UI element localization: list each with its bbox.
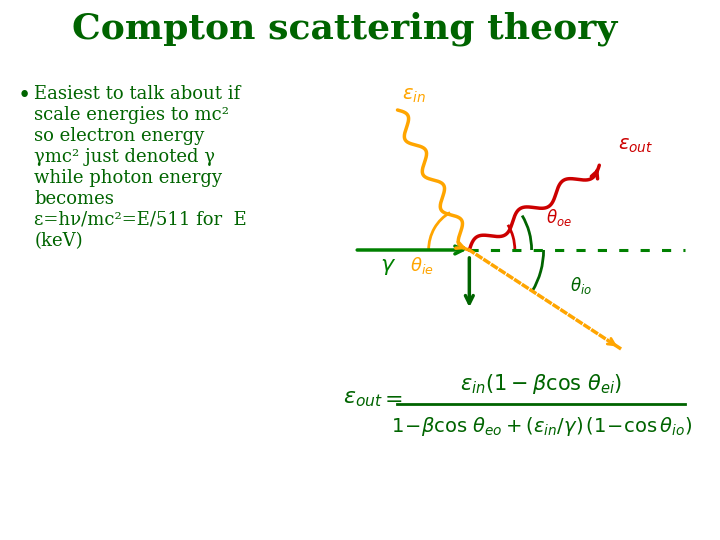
Text: so electron energy: so electron energy (35, 127, 204, 145)
Text: $=$: $=$ (380, 387, 403, 409)
Text: •: • (17, 85, 30, 107)
Text: γmc² just denoted γ: γmc² just denoted γ (35, 148, 215, 166)
Text: $\varepsilon_{out}$: $\varepsilon_{out}$ (343, 387, 383, 409)
Text: Compton scattering theory: Compton scattering theory (72, 12, 618, 46)
Text: $1\!-\!\beta\cos\,\theta_{eo}+(\varepsilon_{in}/\gamma)\,(1\!-\!\cos\theta_{io}): $1\!-\!\beta\cos\,\theta_{eo}+(\varepsil… (391, 415, 692, 437)
Text: $\varepsilon_{in}$: $\varepsilon_{in}$ (402, 87, 426, 105)
Text: $\varepsilon_{in}(1 - \beta\cos\,\theta_{ei})$: $\varepsilon_{in}(1 - \beta\cos\,\theta_… (460, 372, 622, 396)
Text: Easiest to talk about if: Easiest to talk about if (35, 85, 240, 103)
Text: $\theta_{io}$: $\theta_{io}$ (570, 274, 592, 295)
Text: $\theta_{ie}$: $\theta_{ie}$ (410, 254, 433, 275)
Text: (keV): (keV) (35, 232, 83, 250)
Text: $\gamma$: $\gamma$ (380, 255, 396, 277)
Text: while photon energy: while photon energy (35, 169, 222, 187)
Text: ε=hν/mc²=E/511 for  E: ε=hν/mc²=E/511 for E (35, 211, 247, 229)
Text: scale energies to mc²: scale energies to mc² (35, 106, 230, 124)
Text: becomes: becomes (35, 190, 114, 208)
Text: $\theta_{oe}$: $\theta_{oe}$ (546, 207, 572, 228)
Text: $\varepsilon_{out}$: $\varepsilon_{out}$ (618, 137, 654, 155)
